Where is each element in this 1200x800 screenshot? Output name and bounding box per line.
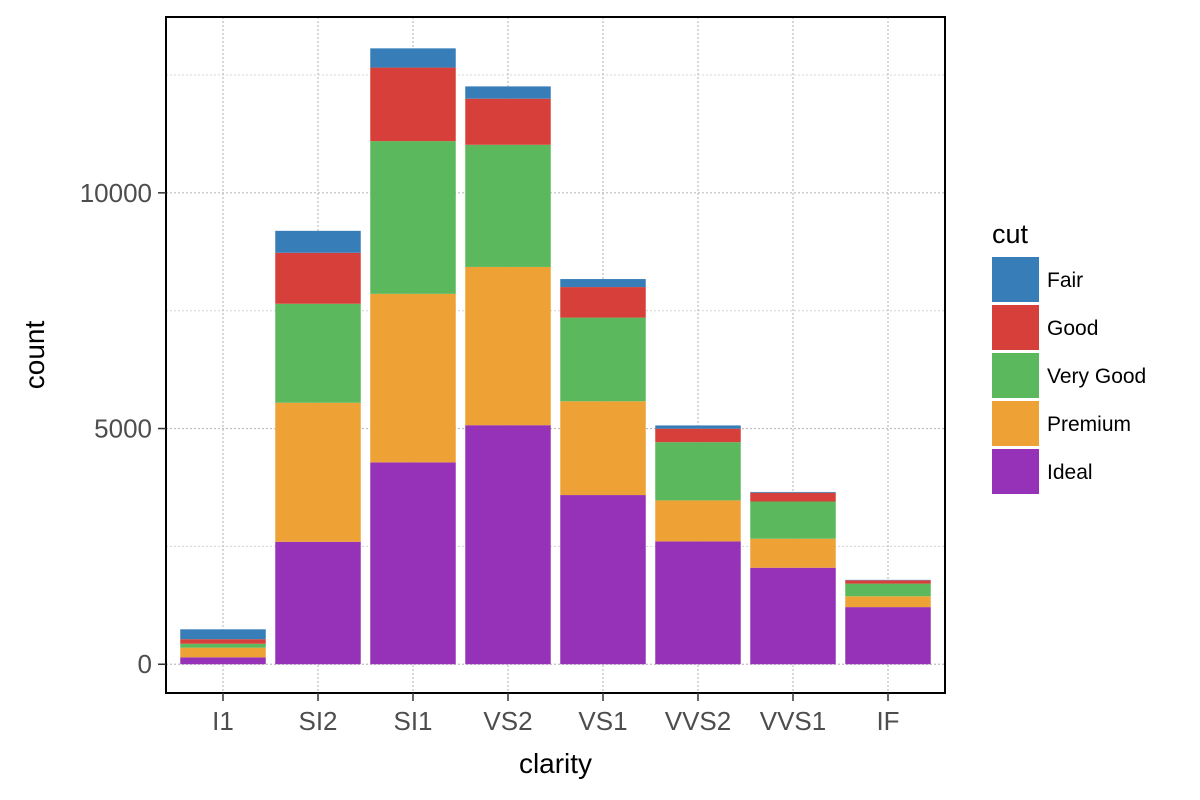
bar-segment-i1-very-good: [180, 643, 266, 648]
x-tick-label: VS2: [483, 706, 532, 736]
legend-label: Ideal: [1047, 461, 1093, 484]
bar-segment-vvs2-good: [655, 428, 741, 443]
bar-segment-vvs1-good: [750, 492, 836, 502]
bar-segment-vs1-very-good: [560, 317, 646, 402]
bars: [180, 48, 931, 665]
legend: cut Fair Good Very Good Premium Ideal: [992, 219, 1146, 494]
bar-segment-if-ideal: [845, 607, 931, 665]
legend-key-good: [992, 305, 1039, 350]
bar-segment-si2-fair: [275, 230, 361, 253]
legend-label: Very Good: [1047, 365, 1146, 388]
legend-title: cut: [992, 219, 1029, 249]
bar-segment-si1-fair: [370, 48, 456, 68]
bar-segment-vvs1-ideal: [750, 567, 836, 665]
bar-segment-vvs1-premium: [750, 538, 836, 568]
bar-segment-vs1-good: [560, 287, 646, 318]
x-tick-label: IF: [876, 706, 899, 736]
x-tick-label: VS1: [578, 706, 627, 736]
bar-segment-vvs2-ideal: [655, 541, 741, 665]
bar-segment-si1-ideal: [370, 462, 456, 665]
x-tick-label: VVS2: [665, 706, 732, 736]
bar-segment-if-premium: [845, 596, 931, 608]
bar-segment-i1-good: [180, 639, 266, 644]
bar-segment-if-good: [845, 580, 931, 584]
y-tick-label: 0: [138, 649, 152, 679]
bar-segment-vs1-ideal: [560, 495, 646, 665]
bar-segment-si2-premium: [275, 402, 361, 542]
bar-segment-i1-fair: [180, 629, 266, 640]
legend-key-ideal: [992, 449, 1039, 494]
y-tick-label: 10000: [80, 178, 152, 208]
bar-segment-i1-premium: [180, 647, 266, 658]
bar-segment-vvs1-very-good: [750, 501, 836, 539]
bar-segment-vs2-good: [465, 98, 551, 145]
legend-key-fair: [992, 257, 1039, 302]
bar-segment-vvs2-fair: [655, 425, 741, 429]
bar-segment-si1-premium: [370, 293, 456, 463]
legend-label: Good: [1047, 317, 1098, 340]
bar-segment-si2-ideal: [275, 541, 361, 665]
x-axis-title: clarity: [519, 748, 592, 779]
bar-segment-vs2-premium: [465, 266, 551, 426]
bar-segment-si2-good: [275, 252, 361, 304]
plot-panel-border: [165, 16, 946, 694]
bar-segment-vs2-very-good: [465, 144, 551, 267]
x-tick-label: I1: [212, 706, 234, 736]
bar-segment-vs2-ideal: [465, 425, 551, 665]
legend-label: Fair: [1047, 269, 1083, 292]
bar-segment-si2-very-good: [275, 303, 361, 403]
legend-key-premium: [992, 401, 1039, 446]
bar-segment-if-very-good: [845, 583, 931, 597]
legend-key-very-good: [992, 353, 1039, 398]
bar-segment-vvs2-premium: [655, 500, 741, 542]
bar-segment-vvs1-fair: [750, 491, 836, 493]
bar-segment-i1-ideal: [180, 657, 266, 665]
x-tick-label: SI1: [393, 706, 432, 736]
x-tick-label: SI2: [298, 706, 337, 736]
x-tick-label: VVS1: [760, 706, 827, 736]
axes: 0 5000 10000 I1 SI2 SI1 VS2 VS1 VVS2 VVS1 IF: [80, 178, 900, 736]
legend-label: Premium: [1047, 413, 1131, 436]
bar-segment-si1-good: [370, 67, 456, 142]
bar-segment-vvs2-very-good: [655, 442, 741, 501]
bar-segment-vs1-fair: [560, 279, 646, 288]
y-axis-title: count: [19, 321, 50, 390]
bar-segment-vs2-fair: [465, 86, 551, 99]
bar-segment-si1-very-good: [370, 141, 456, 294]
bar-segment-vs1-premium: [560, 401, 646, 496]
y-tick-label: 5000: [94, 414, 152, 444]
